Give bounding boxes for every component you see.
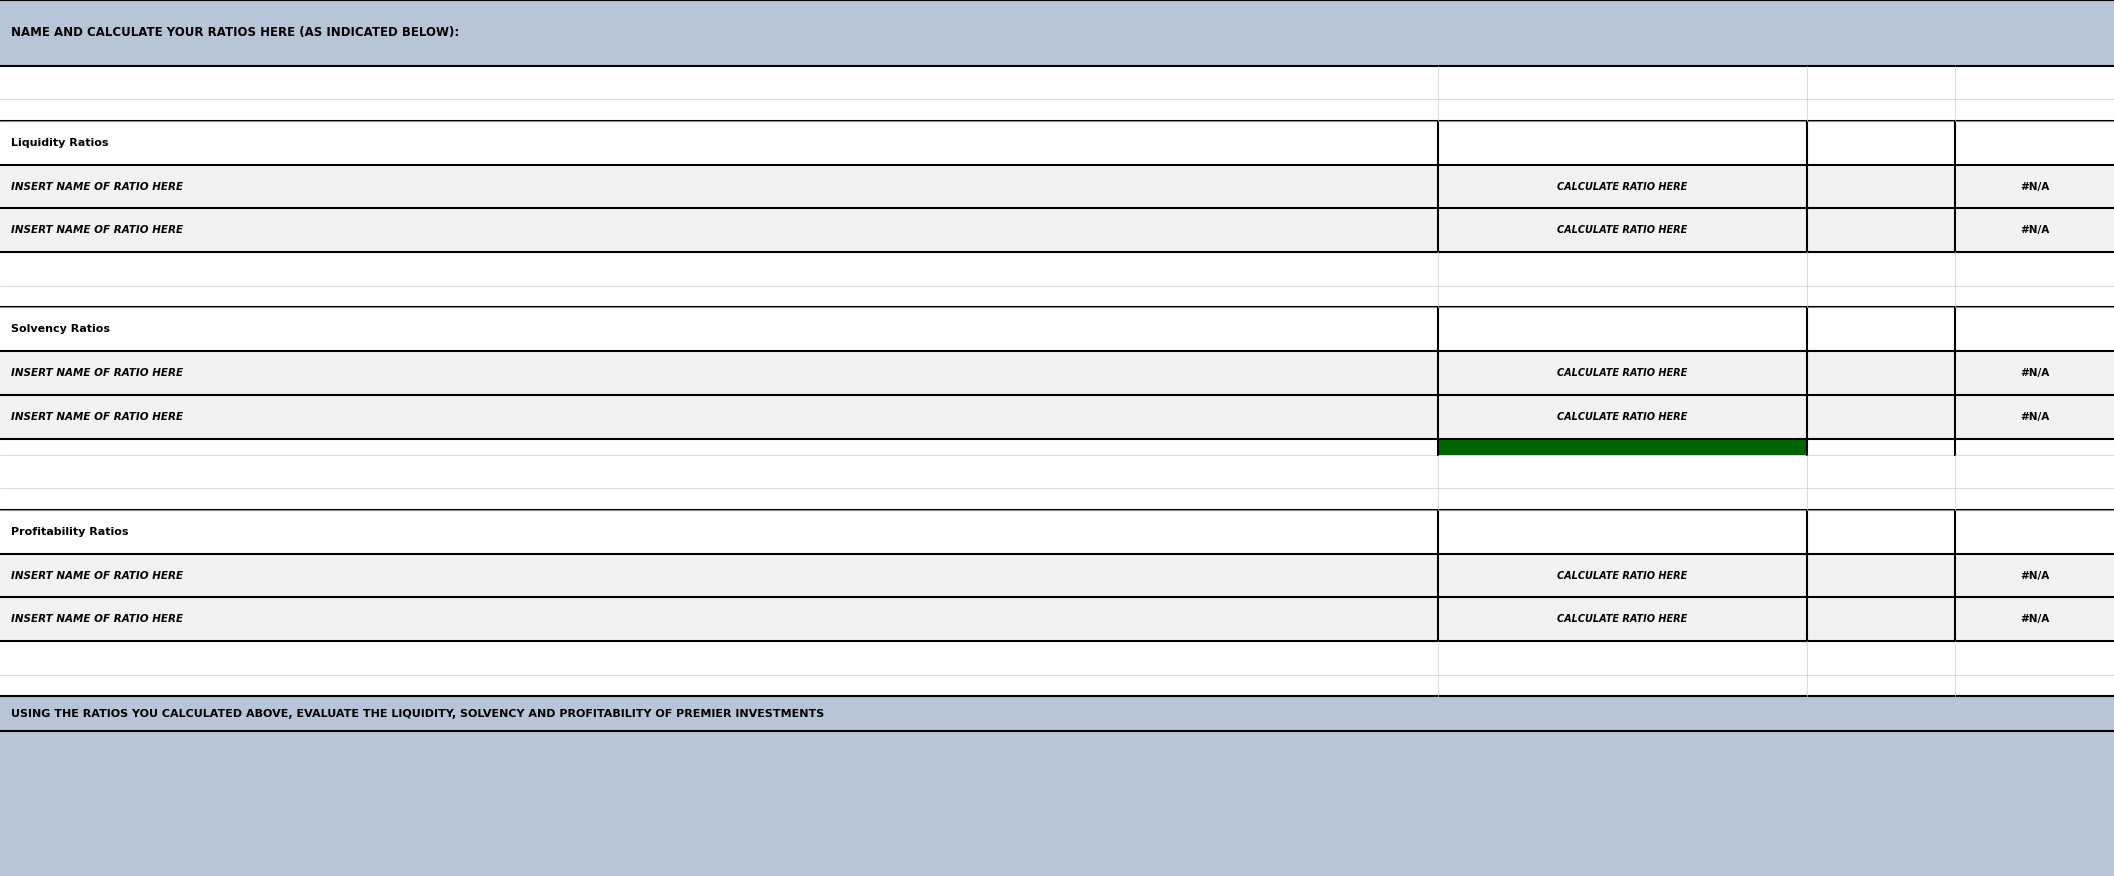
Bar (0, 510, 2114, 554)
Bar (0, 165, 2114, 208)
Text: CALCULATE RATIO HERE: CALCULATE RATIO HERE (1558, 368, 1687, 378)
Text: INSERT NAME OF RATIO HERE: INSERT NAME OF RATIO HERE (11, 225, 182, 236)
Text: Liquidity Ratios: Liquidity Ratios (11, 138, 108, 148)
Text: CALCULATE RATIO HERE: CALCULATE RATIO HERE (1558, 570, 1687, 581)
Text: #N/A: #N/A (2021, 181, 2048, 192)
Bar (0, 66, 2114, 99)
Text: NAME AND CALCULATE YOUR RATIOS HERE (AS INDICATED BELOW):: NAME AND CALCULATE YOUR RATIOS HERE (AS … (11, 26, 459, 39)
Text: Profitability Ratios: Profitability Ratios (11, 526, 129, 537)
Text: #N/A: #N/A (2021, 368, 2048, 378)
Text: #N/A: #N/A (2021, 225, 2048, 236)
Bar (0, 395, 2114, 439)
Bar (0, 307, 2114, 351)
Text: Solvency Ratios: Solvency Ratios (11, 324, 110, 335)
Bar (0, 641, 2114, 675)
Text: #N/A: #N/A (2021, 412, 2048, 422)
Bar (0, 0, 2114, 66)
Text: CALCULATE RATIO HERE: CALCULATE RATIO HERE (1558, 412, 1687, 422)
Bar (0, 121, 2114, 165)
Bar (0, 696, 2114, 731)
Text: INSERT NAME OF RATIO HERE: INSERT NAME OF RATIO HERE (11, 412, 182, 422)
Bar (0, 286, 2114, 307)
Text: USING THE RATIOS YOU CALCULATED ABOVE, EVALUATE THE LIQUIDITY, SOLVENCY AND PROF: USING THE RATIOS YOU CALCULATED ABOVE, E… (11, 709, 824, 719)
Text: INSERT NAME OF RATIO HERE: INSERT NAME OF RATIO HERE (11, 570, 182, 581)
Text: CALCULATE RATIO HERE: CALCULATE RATIO HERE (1558, 614, 1687, 625)
Text: INSERT NAME OF RATIO HERE: INSERT NAME OF RATIO HERE (11, 368, 182, 378)
Bar (0, 488, 2114, 510)
Bar (1438, 439, 1807, 455)
Text: CALCULATE RATIO HERE: CALCULATE RATIO HERE (1558, 181, 1687, 192)
Text: CALCULATE RATIO HERE: CALCULATE RATIO HERE (1558, 225, 1687, 236)
Bar (0, 99, 2114, 121)
Text: #N/A: #N/A (2021, 614, 2048, 625)
Bar (0, 439, 1438, 455)
Bar (0, 252, 2114, 286)
Bar (1807, 439, 2114, 455)
Bar (0, 351, 2114, 395)
Bar (0, 455, 2114, 488)
Text: INSERT NAME OF RATIO HERE: INSERT NAME OF RATIO HERE (11, 614, 182, 625)
Bar (0, 554, 2114, 597)
Bar (0, 675, 2114, 696)
Bar (0, 597, 2114, 641)
Bar (0, 208, 2114, 252)
Text: INSERT NAME OF RATIO HERE: INSERT NAME OF RATIO HERE (11, 181, 182, 192)
Text: #N/A: #N/A (2021, 570, 2048, 581)
